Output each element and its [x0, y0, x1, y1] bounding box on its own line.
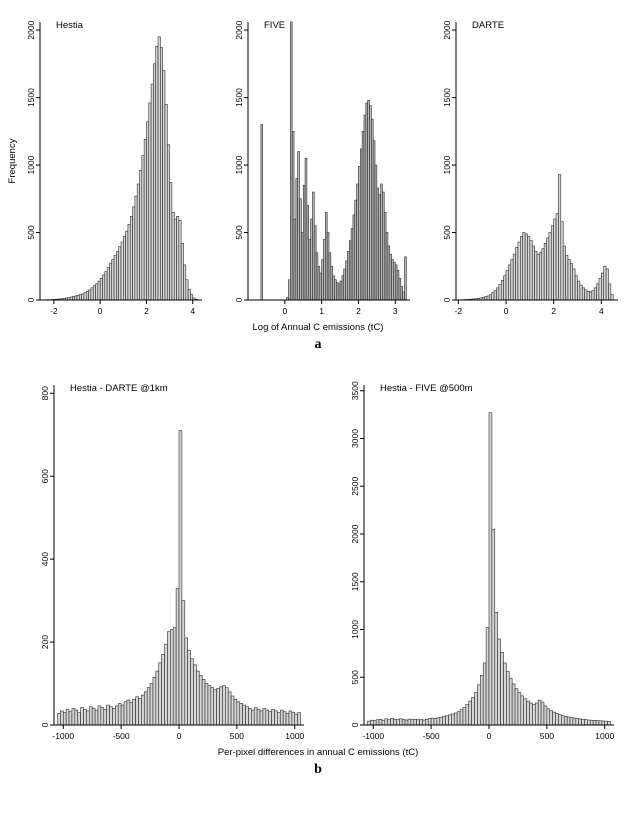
histogram-hestia-darte: -1000 -500 0 500 1000 0 200 400 600 800 Hestia - D… [12, 369, 312, 751]
svg-text:Hestia - FIVE @500m: Hestia - FIVE @500m [380, 383, 473, 394]
svg-text:DARTE: DARTE [472, 20, 504, 31]
svg-text:600: 600 [40, 469, 50, 483]
svg-text:1000: 1000 [26, 155, 36, 174]
svg-text:0: 0 [350, 722, 360, 727]
histogram-hestia-five: -1000 -500 0 500 1000 0 500 1000 1500 2000 2500 300… [322, 369, 622, 751]
svg-text:1000: 1000 [285, 731, 304, 741]
svg-text:500: 500 [26, 225, 36, 239]
svg-text:0: 0 [98, 306, 103, 316]
svg-text:4: 4 [190, 306, 195, 316]
svg-text:500: 500 [234, 225, 244, 239]
svg-text:3000: 3000 [350, 429, 360, 448]
svg-text:500: 500 [350, 670, 360, 684]
svg-text:2: 2 [551, 306, 556, 316]
svg-text:FIVE: FIVE [264, 20, 285, 31]
svg-text:-500: -500 [113, 731, 130, 741]
histogram-darte: -2 0 2 4 0 500 1000 1500 2000 DARTE [422, 6, 626, 326]
svg-text:200: 200 [40, 635, 50, 649]
svg-text:-500: -500 [423, 731, 440, 741]
svg-text:1500: 1500 [234, 88, 244, 107]
svg-text:Hestia - DARTE @1km: Hestia - DARTE @1km [70, 383, 168, 394]
svg-text:1000: 1000 [350, 620, 360, 639]
svg-text:3: 3 [393, 306, 398, 316]
svg-text:500: 500 [230, 731, 244, 741]
svg-text:1500: 1500 [442, 88, 452, 107]
svg-text:Hestia: Hestia [56, 20, 84, 31]
svg-text:0: 0 [26, 297, 36, 302]
panel-a-letter: a [314, 337, 322, 352]
svg-text:0: 0 [177, 731, 182, 741]
svg-text:2000: 2000 [234, 20, 244, 39]
svg-text:1500: 1500 [26, 88, 36, 107]
svg-text:1500: 1500 [350, 572, 360, 591]
svg-text:800: 800 [40, 386, 50, 400]
histogram-five: 0 1 2 3 0 500 1000 1500 2000 FIVE [214, 6, 418, 326]
svg-text:3500: 3500 [350, 381, 360, 400]
svg-text:0: 0 [442, 297, 452, 302]
panel-b-row: -1000 -500 0 500 1000 0 200 400 600 800 Hestia - D… [0, 369, 636, 751]
svg-text:Frequency: Frequency [7, 138, 18, 183]
svg-text:1000: 1000 [595, 731, 614, 741]
svg-text:-2: -2 [50, 306, 58, 316]
svg-text:0: 0 [282, 306, 287, 316]
panel-b-letter: b [314, 762, 322, 777]
panel-a-xaxis-label: Log of Annual C emissions (tC) [252, 322, 384, 333]
svg-text:0: 0 [487, 731, 492, 741]
svg-text:2000: 2000 [442, 20, 452, 39]
panel-b-xaxis-label: Per-pixel differences in annual C emissi… [217, 747, 419, 758]
svg-text:2: 2 [356, 306, 361, 316]
svg-text:1000: 1000 [234, 155, 244, 174]
svg-text:2000: 2000 [350, 524, 360, 543]
svg-text:500: 500 [540, 731, 554, 741]
svg-text:-2: -2 [455, 306, 463, 316]
histogram-hestia: -2 0 2 4 0 500 1000 1500 2000 Hestia Frequency [6, 6, 210, 326]
svg-text:0: 0 [234, 297, 244, 302]
svg-text:-1000: -1000 [52, 731, 74, 741]
svg-text:2500: 2500 [350, 477, 360, 496]
svg-text:4: 4 [599, 306, 604, 316]
svg-text:-1000: -1000 [362, 731, 384, 741]
svg-text:1: 1 [319, 306, 324, 316]
svg-text:2: 2 [144, 306, 149, 316]
svg-text:500: 500 [442, 225, 452, 239]
svg-text:0: 0 [504, 306, 509, 316]
svg-text:1000: 1000 [442, 155, 452, 174]
svg-text:0: 0 [40, 722, 50, 727]
svg-text:2000: 2000 [26, 20, 36, 39]
svg-text:400: 400 [40, 552, 50, 566]
